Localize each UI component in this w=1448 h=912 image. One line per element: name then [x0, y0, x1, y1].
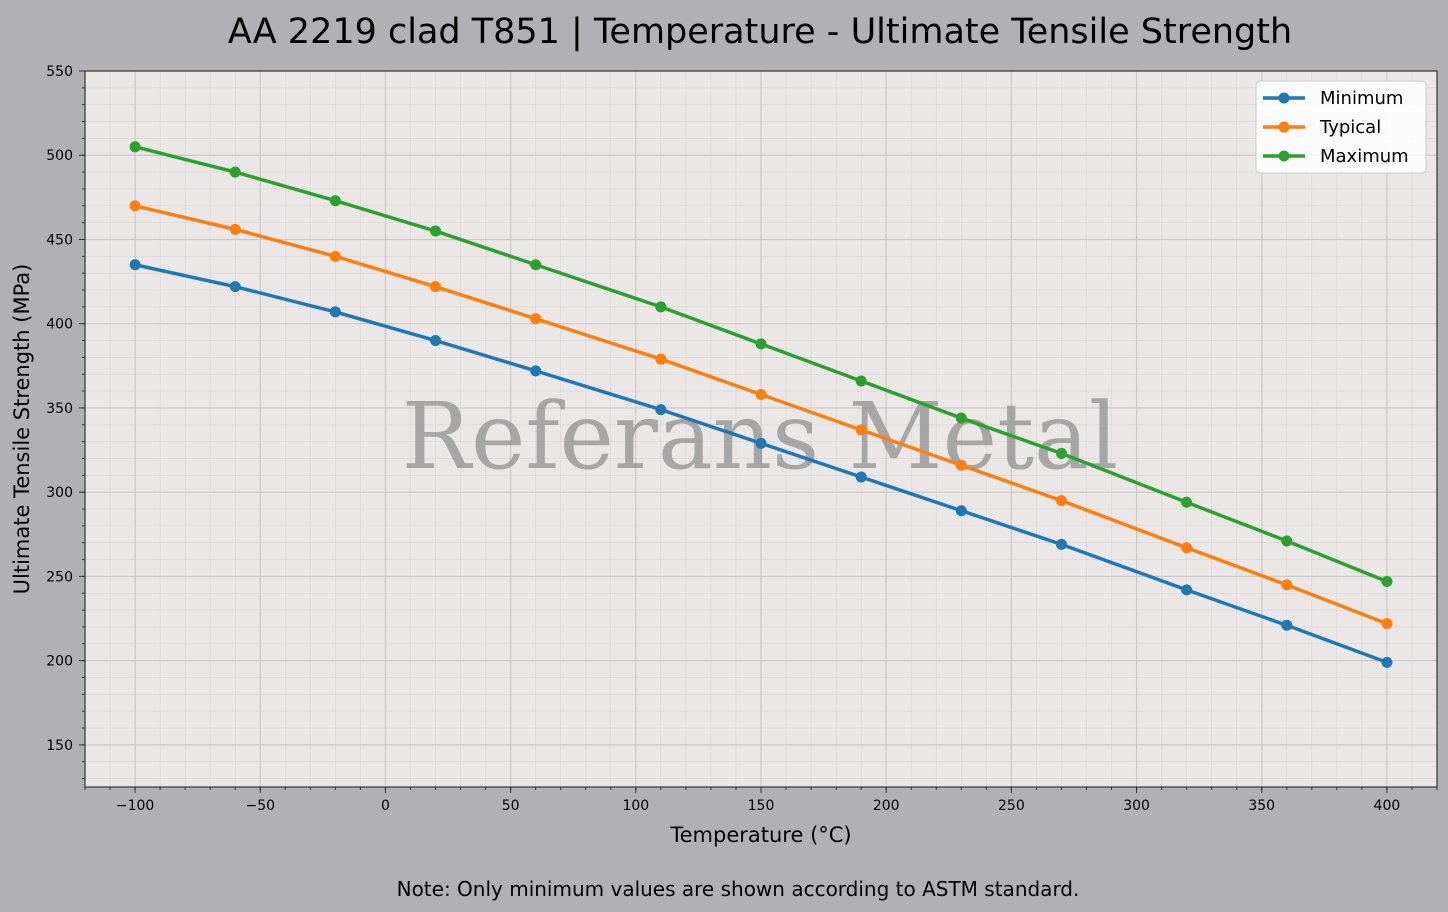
point-minimum: [530, 365, 542, 377]
y-tick-label: 350: [46, 401, 73, 417]
legend-label-typical: Typical: [1319, 117, 1381, 138]
point-typical: [129, 200, 141, 212]
x-tick-label: 50: [502, 798, 520, 814]
x-tick-label: 150: [748, 798, 775, 814]
x-tick-label: 250: [998, 798, 1025, 814]
point-maximum: [1281, 535, 1293, 547]
point-minimum: [1281, 619, 1293, 631]
y-tick-label: 250: [46, 569, 73, 585]
point-typical: [229, 223, 241, 235]
watermark: Referans Metal: [402, 383, 1119, 490]
point-maximum: [955, 412, 967, 424]
point-maximum: [755, 338, 767, 350]
point-maximum: [329, 195, 341, 207]
point-minimum: [755, 437, 767, 449]
y-tick-label: 300: [46, 485, 73, 501]
point-minimum: [1055, 538, 1067, 550]
legend-marker-minimum: [1278, 92, 1290, 104]
x-axis-label: Temperature (°C): [669, 823, 851, 847]
y-tick-label: 500: [46, 148, 73, 164]
point-maximum: [129, 141, 141, 153]
point-minimum: [955, 505, 967, 517]
point-minimum: [1381, 656, 1393, 668]
point-typical: [1381, 618, 1393, 630]
y-axis-label: Ultimate Tensile Strength (MPa): [10, 264, 34, 595]
grid: [84, 70, 1438, 787]
point-minimum: [655, 404, 667, 416]
point-minimum: [329, 306, 341, 318]
x-tick-label: 350: [1248, 798, 1275, 814]
point-typical: [1055, 495, 1067, 507]
x-tick-label: 400: [1374, 798, 1401, 814]
point-typical: [655, 353, 667, 365]
ticks: −100 −50 0 50 100 150 200 250 300 350 400 150 200 250…: [46, 64, 1438, 814]
y-tick-label: 550: [46, 64, 73, 80]
x-tick-label: −100: [116, 798, 154, 814]
point-typical: [530, 313, 542, 325]
point-minimum: [430, 335, 442, 347]
x-tick-label: 0: [381, 798, 390, 814]
point-typical: [955, 459, 967, 471]
legend-label-minimum: Minimum: [1320, 88, 1403, 109]
point-typical: [1281, 579, 1293, 591]
point-typical: [430, 281, 442, 293]
point-minimum: [1181, 584, 1193, 596]
point-minimum: [129, 259, 141, 271]
point-maximum: [530, 259, 542, 271]
point-typical: [855, 424, 867, 436]
x-tick-label: 200: [873, 798, 900, 814]
point-maximum: [229, 166, 241, 178]
point-typical: [1181, 542, 1193, 554]
series-group: [129, 141, 1393, 668]
y-tick-label: 200: [46, 654, 73, 670]
y-tick-label: 400: [46, 317, 73, 333]
x-tick-label: 300: [1123, 798, 1150, 814]
point-maximum: [430, 225, 442, 237]
legend: Minimum Typical Maximum: [1255, 80, 1427, 174]
legend-marker-typical: [1278, 121, 1290, 133]
point-maximum: [655, 301, 667, 313]
footnote: Note: Only minimum values are shown acco…: [397, 877, 1080, 901]
y-tick-label: 150: [46, 738, 73, 754]
legend-label-maximum: Maximum: [1320, 146, 1409, 167]
legend-marker-maximum: [1278, 150, 1290, 162]
point-minimum: [229, 281, 241, 293]
point-maximum: [1055, 447, 1067, 459]
point-maximum: [855, 375, 867, 387]
point-typical: [755, 388, 767, 400]
x-tick-label: −50: [245, 798, 275, 814]
x-tick-label: 100: [622, 798, 649, 814]
point-maximum: [1381, 575, 1393, 587]
point-minimum: [855, 471, 867, 483]
point-typical: [329, 250, 341, 262]
legend-box: [1255, 80, 1427, 174]
y-tick-label: 450: [46, 232, 73, 248]
point-maximum: [1181, 496, 1193, 508]
chart-title: AA 2219 clad T851 | Temperature - Ultima…: [228, 12, 1292, 52]
